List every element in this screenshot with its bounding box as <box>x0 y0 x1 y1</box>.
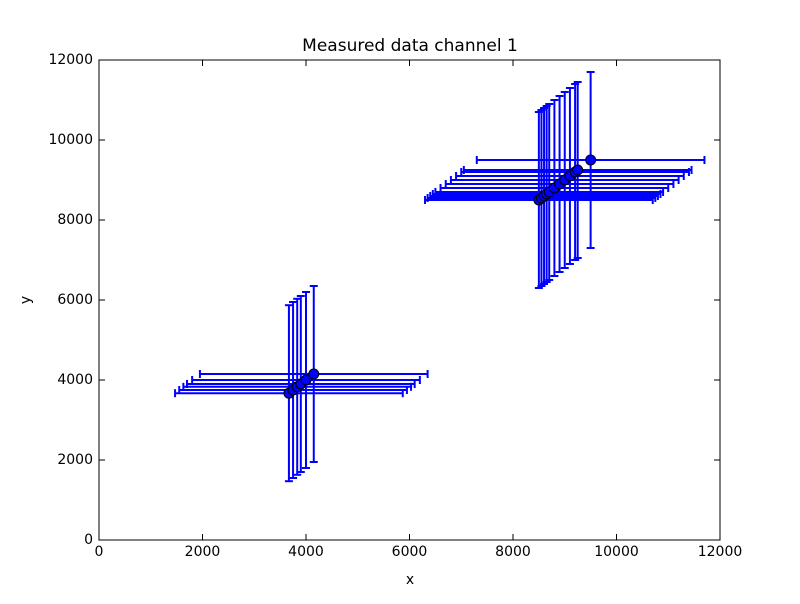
y-tick-label: 12000 <box>48 52 93 68</box>
x-tick-label: 4000 <box>288 544 324 560</box>
plot-frame <box>98 59 721 541</box>
y-tick-label: 8000 <box>57 212 93 228</box>
x-tick-label: 0 <box>95 544 104 560</box>
point <box>585 154 597 166</box>
point <box>300 374 312 386</box>
x-tick-label: 2000 <box>185 544 221 560</box>
chart-title: Measured data channel 1 <box>302 36 518 56</box>
y-tick-label: 4000 <box>57 372 93 388</box>
y-tick-label: 10000 <box>48 132 93 148</box>
point <box>572 164 584 176</box>
x-tick-label: 8000 <box>495 544 531 560</box>
point <box>308 368 320 380</box>
y-tick-label: 0 <box>84 532 93 548</box>
y-tick-label: 6000 <box>57 292 93 308</box>
y-axis-label: y <box>18 296 34 304</box>
x-axis-label: x <box>406 572 414 588</box>
x-tick-label: 6000 <box>392 544 428 560</box>
x-tick-label: 12000 <box>698 544 743 560</box>
x-tick-label: 10000 <box>594 544 639 560</box>
y-tick-label: 2000 <box>57 452 93 468</box>
